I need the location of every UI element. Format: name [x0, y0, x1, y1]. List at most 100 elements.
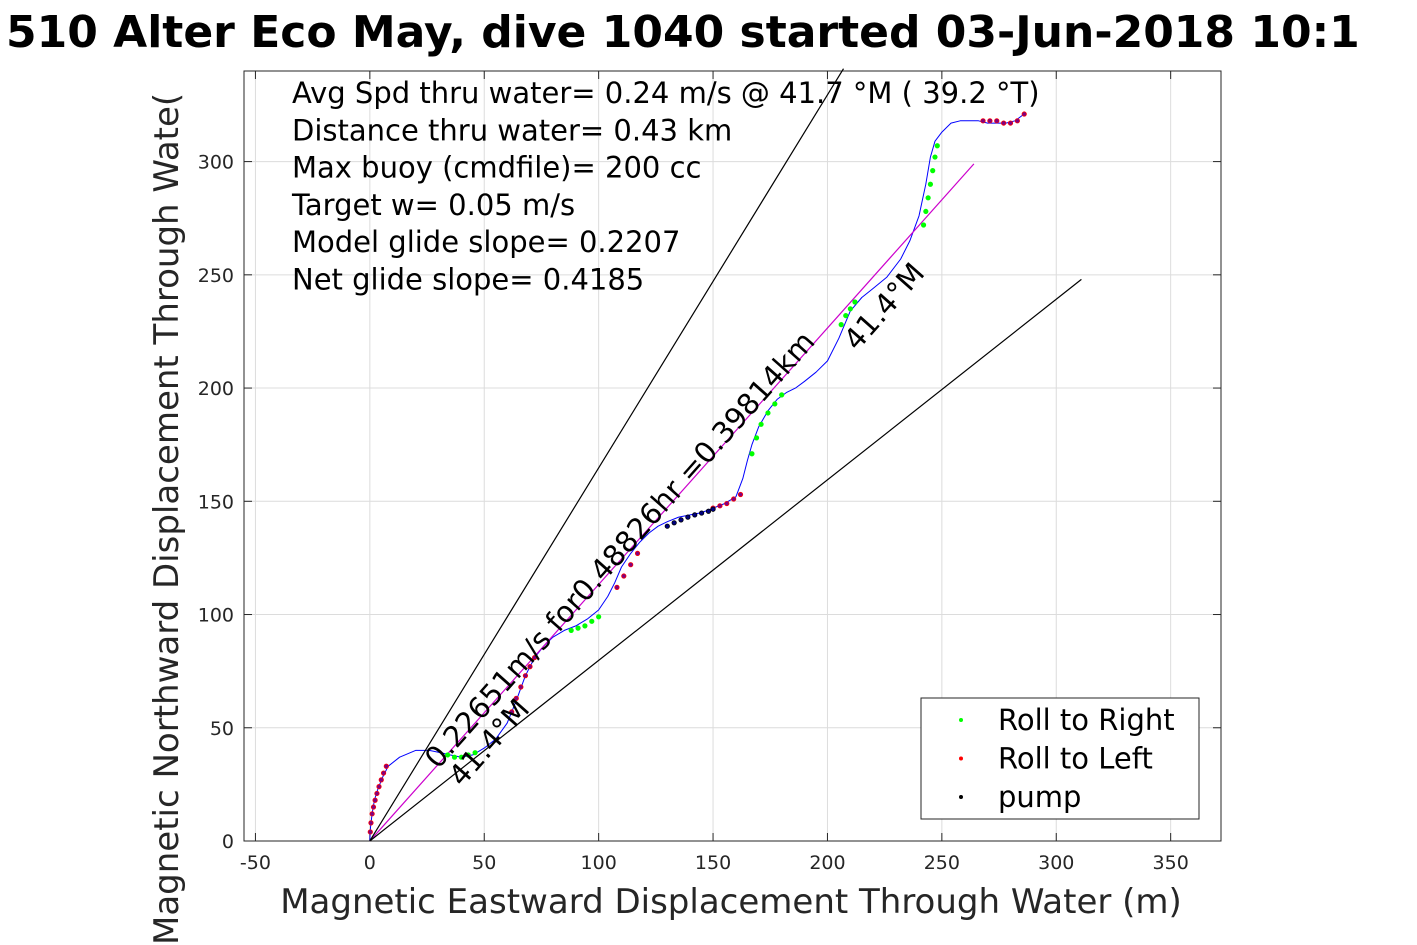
- legend-marker: [959, 718, 963, 722]
- legend-marker: [959, 756, 963, 761]
- data-point: [753, 435, 760, 441]
- speed-annotation: 0.22651m/s for0.48826hr =0.39814km: [418, 325, 822, 775]
- data-point: [513, 695, 519, 701]
- data-point: [934, 143, 940, 149]
- series-pump-points: [664, 506, 716, 529]
- data-point: [445, 752, 451, 758]
- data-point: [568, 627, 574, 633]
- legend-label: Roll to Right: [998, 703, 1175, 737]
- data-point: [1014, 118, 1020, 124]
- data-point: [699, 510, 705, 516]
- data-point: [920, 222, 927, 228]
- data-point: [749, 451, 755, 457]
- data-point: [368, 820, 374, 826]
- data-point: [932, 154, 938, 160]
- data-point: [522, 673, 529, 679]
- data-point: [372, 797, 378, 803]
- data-point: [678, 517, 684, 523]
- data-point: [731, 496, 737, 502]
- x-axis-label: Magnetic Eastward Displacement Through W…: [280, 882, 1182, 922]
- legend: Roll to Right Roll to Left pump: [920, 697, 1200, 820]
- data-point: [930, 168, 936, 174]
- data-point: [737, 491, 744, 498]
- info-line: Model glide slope= 0.2207: [292, 225, 680, 259]
- data-point: [531, 654, 538, 661]
- data-point: [724, 500, 730, 507]
- x-tick-label: 150: [695, 852, 731, 874]
- y-tick-label: 200: [198, 378, 234, 400]
- y-tick-label: 100: [198, 605, 234, 627]
- data-point: [518, 684, 524, 690]
- data-point: [987, 118, 993, 124]
- data-point: [369, 811, 375, 817]
- bound-upper-line: [369, 68, 845, 842]
- data-point: [692, 512, 698, 518]
- data-point: [923, 208, 929, 215]
- data-point: [634, 550, 641, 556]
- y-tick-label: 250: [198, 265, 234, 287]
- data-point: [664, 523, 670, 529]
- info-line: Avg Spd thru water= 0.24 m/s @ 41.7 °M (…: [292, 76, 1040, 110]
- legend-box: [920, 697, 1200, 820]
- bound-lower-line: [369, 278, 1082, 842]
- data-point: [628, 562, 634, 568]
- data-point: [843, 312, 849, 319]
- info-text-block: Avg Spd thru water= 0.24 m/s @ 41.7 °M (…: [291, 76, 1040, 297]
- data-point: [994, 118, 1000, 124]
- legend-label: pump: [998, 780, 1081, 814]
- data-point: [383, 763, 389, 769]
- data-point: [582, 623, 588, 629]
- chart-title: 510 Alter Eco May, dive 1040 started 03-…: [6, 7, 1360, 58]
- data-point: [376, 784, 382, 790]
- data-point: [621, 573, 627, 579]
- data-point: [1007, 120, 1014, 126]
- info-line: Net glide slope= 0.4185: [292, 263, 644, 297]
- axis-ticks: -50 0 50 100 150 200 250 300 350 0 50 100 150 200 250 3…: [198, 71, 1221, 874]
- data-point: [779, 392, 785, 398]
- data-point: [852, 299, 858, 305]
- data-point: [370, 804, 377, 810]
- data-point: [927, 181, 934, 187]
- data-point: [451, 754, 458, 760]
- data-point: [367, 829, 373, 835]
- series-roll-to-right-points: [445, 143, 940, 760]
- y-tick-label: 50: [210, 718, 234, 740]
- data-point: [710, 506, 716, 512]
- data-point: [458, 754, 464, 760]
- data-point: [772, 401, 778, 407]
- data-point: [509, 709, 515, 715]
- data-point: [472, 750, 478, 756]
- x-tick-label: 200: [809, 852, 845, 874]
- y-tick-label: 300: [198, 152, 234, 174]
- data-point: [465, 752, 471, 758]
- info-line: Target w= 0.05 m/s: [291, 188, 575, 222]
- data-point: [575, 625, 581, 631]
- x-tick-label: 100: [581, 852, 617, 874]
- data-point: [838, 322, 844, 328]
- x-tick-label: 250: [924, 852, 960, 874]
- data-point: [1001, 120, 1007, 126]
- info-line: Distance thru water= 0.43 km: [292, 113, 732, 147]
- data-point: [614, 584, 620, 590]
- data-point: [980, 118, 986, 124]
- series-layer: [367, 68, 1082, 842]
- data-point: [685, 514, 691, 520]
- data-point: [596, 614, 602, 620]
- data-point: [765, 410, 771, 416]
- data-point: [378, 777, 384, 783]
- series-roll-to-left-points: [367, 111, 1027, 835]
- data-point: [374, 790, 380, 797]
- x-tick-label: -50: [240, 852, 271, 874]
- plot-area: [243, 70, 1222, 842]
- data-point: [705, 508, 712, 514]
- y-tick-label: 0: [222, 831, 234, 853]
- data-point: [527, 664, 533, 670]
- y-axis-label: Magnetic Northward Displacement Through …: [147, 93, 187, 945]
- data-point: [717, 503, 723, 509]
- x-tick-label: 300: [1038, 852, 1074, 874]
- legend-label: Roll to Left: [998, 742, 1153, 776]
- x-tick-label: 350: [1153, 852, 1189, 874]
- legend-marker: [959, 795, 963, 799]
- data-point: [758, 421, 764, 427]
- x-tick-label: 50: [472, 852, 496, 874]
